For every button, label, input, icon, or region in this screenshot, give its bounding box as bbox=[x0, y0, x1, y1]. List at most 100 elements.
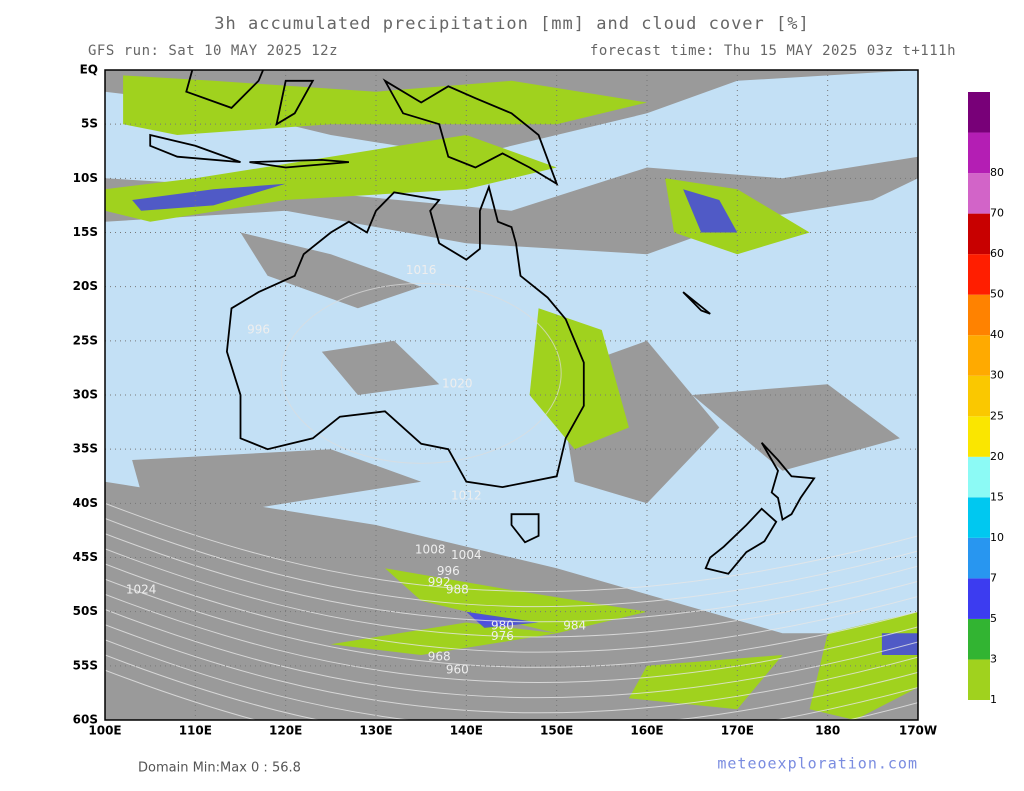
lon-label: 130E bbox=[359, 724, 392, 738]
isobar bbox=[280, 282, 562, 464]
precip-area bbox=[123, 75, 648, 135]
legend-swatch bbox=[968, 213, 990, 255]
map-frame bbox=[104, 69, 919, 721]
lon-label: 120E bbox=[269, 724, 302, 738]
legend-swatch bbox=[968, 537, 990, 579]
coastline bbox=[225, 184, 585, 489]
legend-swatch bbox=[968, 578, 990, 619]
domain-minmax: Domain Min:Max 0 : 56.8 bbox=[138, 761, 301, 776]
coastline bbox=[682, 291, 711, 315]
isobar bbox=[105, 639, 918, 720]
lon-label: 170E bbox=[721, 724, 754, 738]
isobar bbox=[105, 609, 918, 699]
lon-label: 150E bbox=[540, 724, 573, 738]
legend-label: 5 bbox=[990, 612, 997, 625]
isobar-label: 988 bbox=[446, 583, 469, 597]
isobar-label: 1012 bbox=[451, 488, 482, 502]
isobar bbox=[105, 578, 918, 668]
isobar-label: 1020 bbox=[442, 377, 473, 391]
legend-swatch bbox=[968, 132, 990, 174]
run-label: GFS run: Sat 10 MAY 2025 12z bbox=[88, 43, 338, 59]
lat-label: 25S bbox=[73, 333, 98, 347]
heavy-precip-area bbox=[881, 633, 918, 655]
coastline bbox=[149, 133, 241, 163]
lat-label: 45S bbox=[73, 550, 98, 564]
cloud-area bbox=[321, 340, 440, 395]
lon-label: 170W bbox=[899, 724, 937, 738]
lon-label: 110E bbox=[179, 724, 212, 738]
legend-label: 20 bbox=[990, 450, 1004, 463]
lat-label: 10S bbox=[73, 171, 98, 185]
coastline bbox=[760, 442, 816, 522]
precip-area bbox=[330, 622, 557, 655]
coastline bbox=[382, 78, 559, 186]
legend-label: 3 bbox=[990, 652, 997, 665]
cloud-area bbox=[240, 232, 422, 309]
lat-label: 35S bbox=[73, 442, 98, 456]
isobar-label: 968 bbox=[428, 650, 451, 664]
isobar-label: 984 bbox=[563, 618, 586, 632]
legend-swatch bbox=[968, 618, 990, 660]
isobar-label: 1004 bbox=[451, 548, 482, 562]
precip-area bbox=[529, 308, 629, 450]
coastline bbox=[704, 507, 778, 575]
isobar-label: 976 bbox=[491, 629, 514, 643]
precip-area bbox=[385, 568, 647, 634]
isobar-label: 1024 bbox=[126, 583, 157, 597]
map bbox=[105, 70, 918, 720]
heavy-precip-area bbox=[466, 611, 539, 628]
legend-swatch bbox=[968, 456, 990, 498]
lat-label: 30S bbox=[73, 388, 98, 402]
isobar bbox=[105, 593, 918, 683]
isobar bbox=[105, 518, 918, 608]
legend-label: 70 bbox=[990, 207, 1004, 220]
cloud-area bbox=[692, 384, 900, 471]
isobar-label: 980 bbox=[491, 618, 514, 632]
isobar-label: 960 bbox=[446, 663, 469, 677]
legend-label: 80 bbox=[990, 166, 1004, 179]
isobar-label: 996 bbox=[437, 564, 460, 578]
coastline bbox=[510, 513, 540, 544]
isobar bbox=[105, 533, 918, 623]
lat-label: 40S bbox=[73, 496, 98, 510]
lat-label: 55S bbox=[73, 658, 98, 672]
legend-label: 1 bbox=[990, 693, 997, 706]
lon-label: 100E bbox=[88, 724, 121, 738]
isobar-label: 996 bbox=[247, 323, 270, 337]
legend-swatch bbox=[968, 254, 990, 295]
lon-label: 160E bbox=[630, 724, 663, 738]
legend-swatch bbox=[968, 335, 990, 376]
legend-swatch bbox=[968, 375, 990, 417]
legend-swatch bbox=[968, 173, 990, 214]
legend-label: 30 bbox=[990, 369, 1004, 382]
legend-label: 25 bbox=[990, 409, 1004, 422]
site-name: meteoexploration.com bbox=[717, 755, 918, 773]
isobar bbox=[105, 654, 918, 720]
coastline bbox=[249, 158, 349, 169]
lat-label: 15S bbox=[73, 225, 98, 239]
legend-label: 50 bbox=[990, 288, 1004, 301]
lat-label: 60S bbox=[73, 713, 98, 727]
heavy-precip-area bbox=[132, 183, 286, 211]
lat-label: 20S bbox=[73, 279, 98, 293]
isobar bbox=[105, 548, 918, 638]
legend-label: 40 bbox=[990, 328, 1004, 341]
title: 3h accumulated precipitation [mm] and cl… bbox=[214, 14, 809, 34]
lat-label: EQ bbox=[80, 63, 98, 77]
isobar-label: 1016 bbox=[406, 263, 437, 277]
heavy-precip-area bbox=[683, 189, 738, 233]
isobar bbox=[105, 624, 918, 714]
legend-label: 15 bbox=[990, 490, 1004, 503]
isobar-label: 1008 bbox=[415, 542, 446, 556]
legend-label: 10 bbox=[990, 531, 1004, 544]
lat-label: 50S bbox=[73, 604, 98, 618]
lon-label: 140E bbox=[450, 724, 483, 738]
legend-swatch bbox=[968, 92, 990, 133]
isobar bbox=[105, 669, 918, 720]
coastline bbox=[275, 79, 315, 127]
legend-label: 60 bbox=[990, 247, 1004, 260]
isobar bbox=[105, 502, 918, 592]
lat-label: 5S bbox=[81, 117, 98, 131]
legend-swatch bbox=[968, 416, 990, 457]
